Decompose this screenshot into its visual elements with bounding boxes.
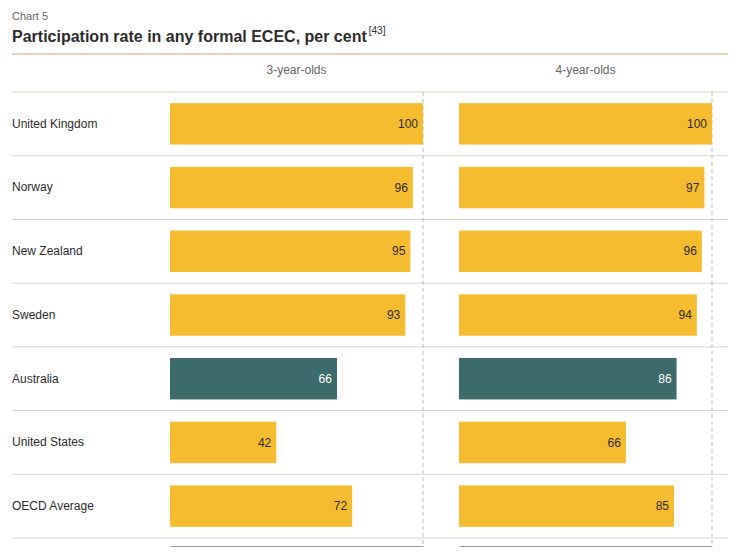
row-separator [12, 410, 728, 411]
y-tick: New Zealand [12, 244, 83, 258]
x-axis [460, 546, 713, 547]
bar [459, 231, 702, 272]
data-label: 42 [258, 436, 272, 450]
data-label: 66 [319, 372, 333, 386]
row-separator [12, 155, 728, 156]
range-end-line [423, 92, 424, 546]
data-label: 96 [395, 181, 409, 195]
bars [170, 103, 423, 527]
y-tick-label: New Zealand [12, 244, 83, 258]
range-end-line [712, 92, 713, 546]
data-label: 86 [658, 372, 672, 386]
data-labels: 100 96 95 93 66 42 72 [258, 117, 418, 513]
data-label: 94 [678, 308, 692, 322]
y-tick: OECD Average [12, 499, 94, 513]
data-label: 97 [686, 181, 700, 195]
row-separator [12, 538, 728, 539]
data-label: 96 [684, 244, 698, 258]
y-tick: United States [12, 435, 84, 449]
y-axis: United Kingdom Norway New Zealand Sweden Aus… [12, 117, 97, 513]
bar [170, 167, 413, 208]
data-label: 95 [392, 244, 406, 258]
bar [459, 358, 677, 399]
bar [459, 103, 712, 144]
bar [459, 294, 697, 335]
y-tick-label: United States [12, 435, 84, 449]
y-tick-label: Norway [12, 180, 53, 194]
data-label: 85 [656, 499, 670, 513]
y-tick-label: OECD Average [12, 499, 94, 513]
title-superscript: [43] [369, 25, 386, 36]
bar [459, 167, 704, 208]
row-separators [12, 92, 728, 538]
y-tick: Sweden [12, 308, 55, 322]
y-tick: Norway [12, 180, 53, 194]
x-axis-line [171, 546, 424, 547]
chart: Chart 5 Participation rate in any formal … [0, 0, 740, 553]
data-label: 66 [608, 436, 622, 450]
x-axis-line [460, 546, 713, 547]
bar [170, 485, 352, 526]
row-separator [12, 346, 728, 347]
bar [170, 231, 410, 272]
row-separator [12, 474, 728, 475]
y-tick: Australia [12, 372, 59, 386]
panel-header: 3-year-olds [266, 63, 326, 77]
y-tick-label: United Kingdom [12, 117, 97, 131]
panel-header: 4-year-olds [555, 63, 615, 77]
bar [170, 294, 405, 335]
bar [170, 358, 337, 399]
title: Participation rate in any formal ECEC, p… [12, 28, 367, 45]
data-labels: 100 97 96 94 86 66 85 [608, 117, 708, 513]
y-tick-label: Australia [12, 372, 59, 386]
bar [170, 422, 276, 463]
data-label: 72 [334, 499, 348, 513]
x-axis [171, 546, 424, 547]
y-tick-label: Sweden [12, 308, 55, 322]
row-separator [12, 219, 728, 220]
bar [170, 103, 423, 144]
row-separator [12, 283, 728, 284]
bars [459, 103, 712, 527]
y-tick: United Kingdom [12, 117, 97, 131]
title-rule [12, 54, 728, 55]
bar [459, 422, 626, 463]
row-separator [12, 92, 728, 93]
data-label: 100 [687, 117, 707, 131]
data-label: 93 [387, 308, 401, 322]
bar [459, 485, 674, 526]
data-label: 100 [398, 117, 418, 131]
chart-label: Chart 5 [12, 10, 48, 22]
